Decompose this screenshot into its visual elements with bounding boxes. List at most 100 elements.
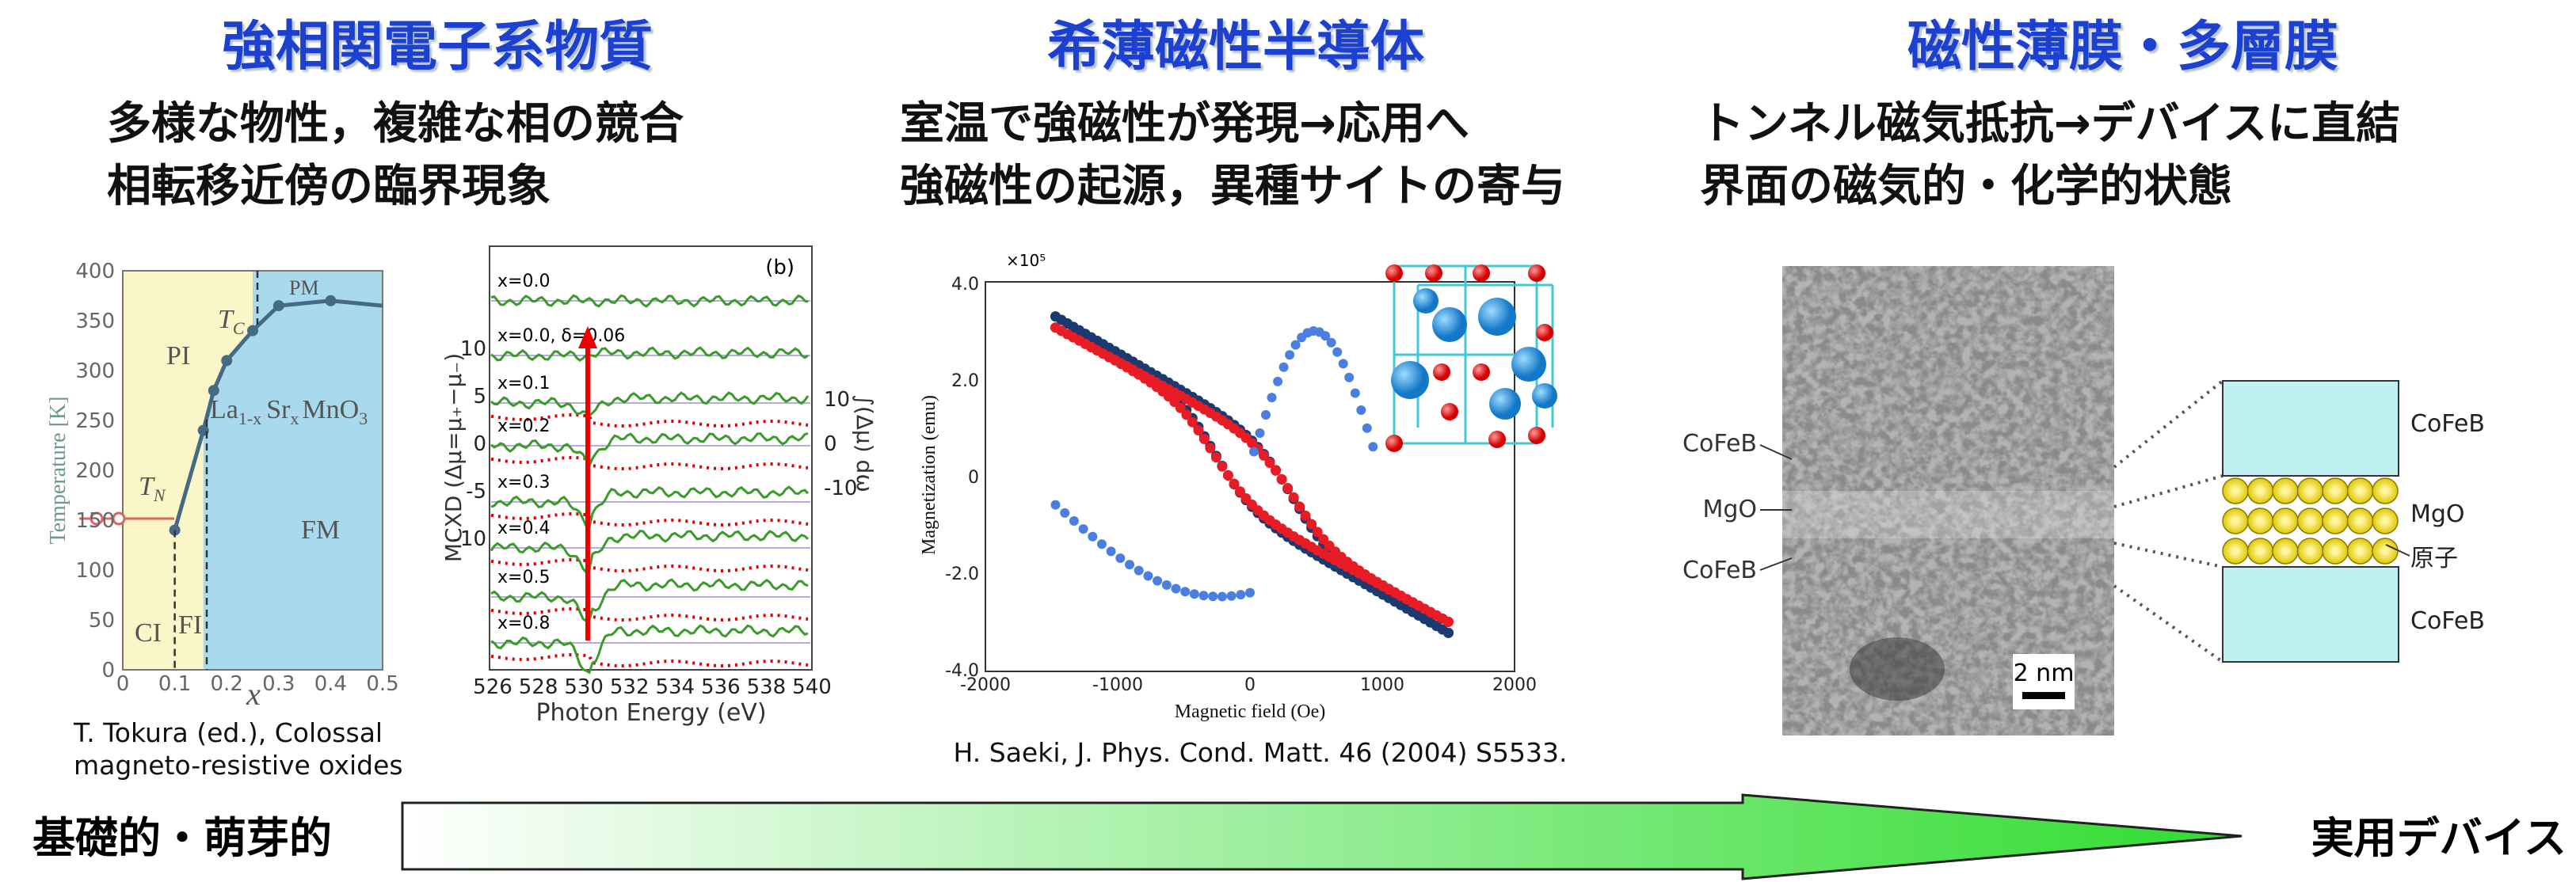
cation — [1432, 307, 1467, 342]
column-title: 磁性薄膜・多層膜 — [1907, 16, 2338, 78]
minor-point — [1097, 539, 1107, 549]
anion — [1536, 324, 1553, 341]
loop-point — [1271, 466, 1281, 476]
row-label: x=0.5 — [497, 568, 550, 587]
atom — [2273, 538, 2298, 564]
minor-point — [1079, 524, 1088, 534]
anion — [1473, 264, 1490, 282]
y-tick-label: 10 — [460, 337, 486, 361]
progress-arrow — [402, 795, 2242, 879]
x-tick-label: 532 — [610, 675, 650, 699]
minor-point — [1339, 359, 1348, 368]
minor-point — [1236, 590, 1245, 599]
minor-point — [1069, 516, 1079, 526]
atom — [2348, 538, 2373, 564]
minor-point — [1134, 566, 1144, 576]
atom — [2298, 538, 2323, 564]
x-tick-label: -1000 — [1092, 675, 1143, 695]
atom — [2273, 508, 2298, 534]
c: Sr — [266, 395, 291, 424]
minor-point — [1115, 553, 1125, 563]
atom — [2248, 478, 2273, 504]
minor-point — [1218, 592, 1227, 602]
column-title: 希薄磁性半導体 — [1047, 16, 1424, 78]
y-tick-label: 100 — [75, 559, 115, 583]
tc: T — [218, 305, 234, 334]
y-tick-label: 300 — [75, 359, 115, 383]
schematic-label: 原子 — [2410, 545, 2458, 572]
row-label: x=0.2 — [497, 416, 550, 436]
loop-point — [1277, 474, 1287, 485]
caption: T. Tokura (ed.), Colossal — [73, 717, 383, 748]
cation — [1478, 298, 1516, 336]
minor-point — [1279, 363, 1289, 372]
x-tick-label: 526 — [473, 675, 513, 699]
loop-point — [1187, 417, 1198, 428]
atom — [2348, 478, 2373, 504]
minor-point — [1143, 571, 1153, 580]
magnetization-figure: ×10⁵ Magnetic field (Oe) Magnetization (… — [919, 251, 1557, 722]
y-tick-label: -2.0 — [945, 565, 979, 584]
minor-point — [1291, 340, 1301, 350]
x-tick-label: 0.4 — [314, 672, 347, 696]
minor-point — [1088, 532, 1097, 542]
anion — [1473, 363, 1490, 381]
region-label: FM — [301, 515, 340, 545]
minor-point — [1208, 591, 1218, 601]
y-tick-label: 2.0 — [951, 371, 979, 391]
frame — [490, 246, 812, 670]
x-label: Photon Energy (eV) — [535, 699, 766, 727]
x-tick-label: 0.2 — [211, 672, 243, 696]
minor-point — [1249, 447, 1259, 457]
anion — [1528, 264, 1545, 282]
zoom-lines — [2114, 381, 2223, 662]
anion — [1385, 435, 1403, 452]
c: MnO — [302, 395, 359, 424]
atom — [2298, 508, 2323, 534]
x-tick-label: 540 — [792, 675, 832, 699]
column-line: 相転移近傍の臨界現象 — [107, 161, 551, 212]
scale-label: ×10⁵ — [1006, 251, 1046, 270]
minor-point — [1190, 589, 1199, 599]
atom — [2348, 508, 2373, 534]
bottom-right-label: 実用デバイス — [2311, 813, 2566, 863]
loop-point — [1205, 443, 1215, 454]
atom — [2298, 478, 2323, 504]
x-tick-label: 0.3 — [262, 672, 295, 696]
row-label: x=0.4 — [497, 519, 550, 538]
atom — [2323, 478, 2348, 504]
x-tick-label: 536 — [701, 675, 741, 699]
anion — [1433, 363, 1450, 381]
column-line: 室温で強磁性が発現→応用へ — [900, 98, 1469, 150]
region-label: FI — [178, 610, 202, 640]
c: La — [210, 395, 238, 424]
scale-bar — [2022, 692, 2065, 699]
x-label: Magnetic field (Oe) — [1175, 701, 1326, 722]
barrier-band — [1782, 491, 2114, 538]
x-tick-label: 0 — [116, 672, 130, 696]
y-tick-label: 0 — [968, 468, 979, 488]
y-tick-label: 0 — [101, 659, 115, 682]
compound: La1-xSrxMnO3 — [210, 395, 368, 428]
loop-point — [1443, 617, 1454, 627]
cation — [1532, 383, 1557, 409]
x-tick-label: 530 — [564, 675, 604, 699]
minor-point — [1153, 576, 1162, 586]
tn-point — [113, 513, 124, 524]
bottom-left-label: 基礎的・萌芽的 — [32, 813, 332, 863]
schematic-label: CoFeB — [2410, 410, 2485, 438]
minor-point — [1107, 546, 1116, 556]
atom — [2323, 508, 2348, 534]
panel-label: (b) — [765, 256, 795, 279]
atom — [2372, 478, 2398, 504]
atom — [2372, 508, 2398, 534]
atom — [2223, 478, 2248, 504]
minor-point — [1362, 424, 1372, 433]
loop-point — [1289, 492, 1299, 503]
atom — [2223, 508, 2248, 534]
x-tick-label: 534 — [655, 675, 695, 699]
region-label: CI — [135, 618, 162, 648]
dark-spot — [1850, 637, 1945, 701]
x-label: x — [246, 676, 261, 712]
caption: magneto-resistive oxides — [74, 750, 403, 781]
